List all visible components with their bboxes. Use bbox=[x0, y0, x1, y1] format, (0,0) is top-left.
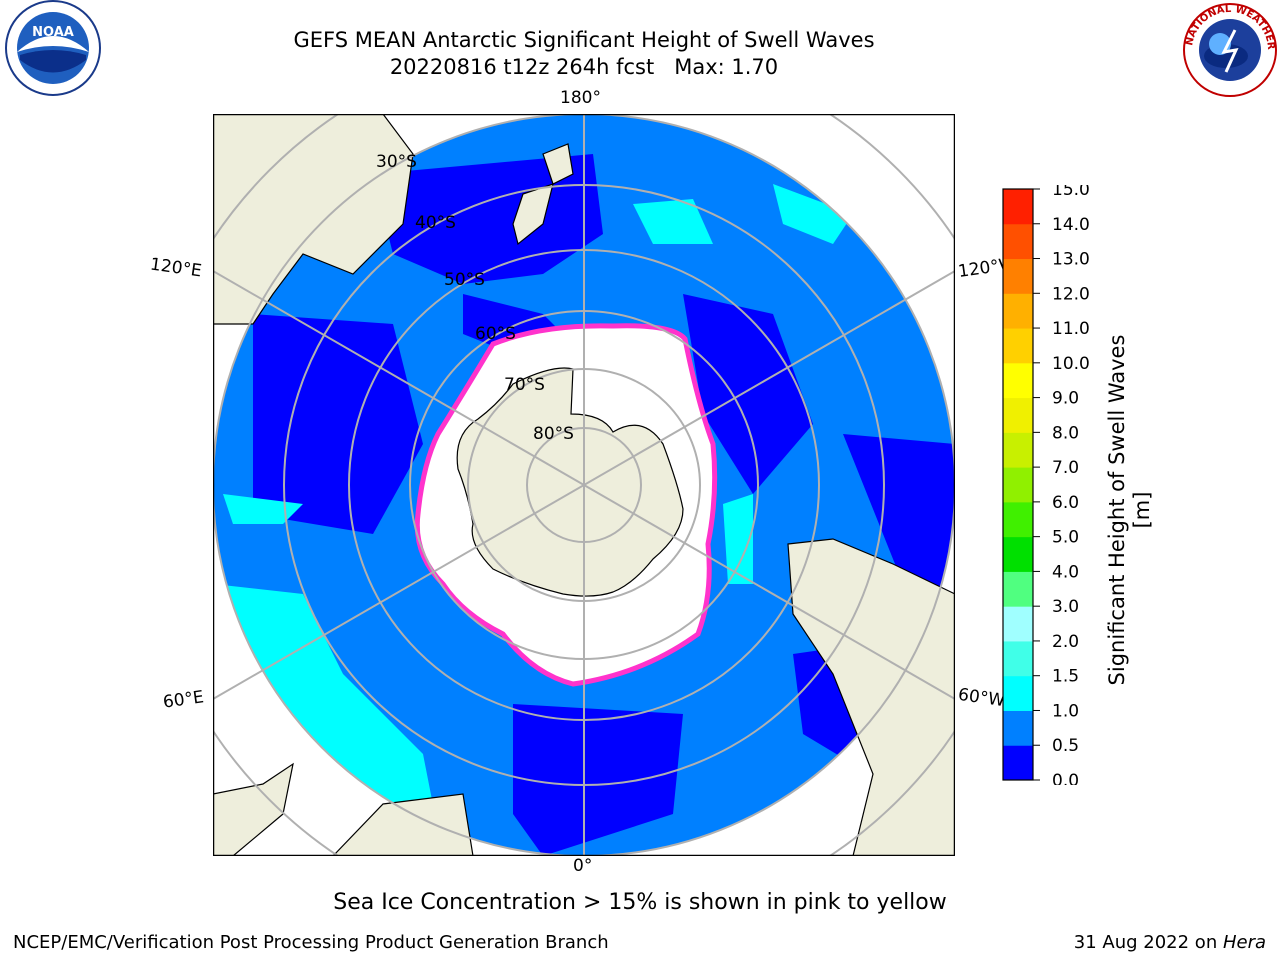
chart-title-line2: 20220816 t12z 264h fcst Max: 1.70 bbox=[389, 55, 779, 79]
credit-date-text: 31 Aug 2022 on bbox=[1073, 932, 1223, 953]
colorbar-tick-label: 15.0 bbox=[1052, 185, 1090, 200]
continents bbox=[213, 114, 955, 856]
colorbar-block bbox=[1003, 258, 1033, 294]
colorbar-tick-label: 13.0 bbox=[1052, 250, 1090, 270]
ocean-low-regions bbox=[253, 154, 955, 856]
colorbar-frame bbox=[1002, 188, 1034, 781]
sea-ice-footnote: Sea Ice Concentration > 15% is shown in … bbox=[333, 890, 947, 915]
credit-date: 31 Aug 2022 on Hera bbox=[1074, 932, 1266, 953]
colorbar-tick-label: 12.0 bbox=[1052, 284, 1090, 304]
colorbar-tick-label: 0.5 bbox=[1052, 736, 1079, 756]
colorbar-tick-label: 8.0 bbox=[1052, 423, 1079, 443]
colorbar-block bbox=[1003, 362, 1033, 399]
colorbar-tick-label: 2.0 bbox=[1052, 632, 1079, 652]
colorbar-title: Significant Height of Swell Waves [m] bbox=[1105, 334, 1154, 686]
colorbar-tick-label: 10.0 bbox=[1052, 354, 1090, 374]
antarctica-land bbox=[456, 367, 684, 597]
colorbar-tick-label: 9.0 bbox=[1052, 389, 1079, 409]
map-frame bbox=[213, 114, 955, 856]
lat-label-60s: 60°S bbox=[475, 324, 516, 344]
lon-label-60e: 60°E bbox=[161, 687, 206, 713]
lat-label-50s: 50°S bbox=[444, 270, 485, 290]
colorbar-block bbox=[1003, 223, 1033, 260]
colorbar-block bbox=[1003, 397, 1033, 433]
colorbar-block bbox=[1003, 501, 1033, 538]
colorbar-tick-label: 7.0 bbox=[1052, 458, 1079, 478]
credit-host: Hera bbox=[1222, 932, 1266, 953]
polar-map bbox=[213, 114, 955, 856]
lat-label-40s: 40°S bbox=[415, 213, 456, 233]
lat-label-30s: 30°S bbox=[376, 152, 417, 172]
colorbar-block bbox=[1003, 745, 1033, 781]
lon-label-120e: 120°E bbox=[148, 254, 203, 282]
noaa-logo-text: NOAA bbox=[32, 25, 74, 40]
colorbar-block bbox=[1003, 640, 1033, 677]
colorbar-tick-label: 0.0 bbox=[1052, 771, 1079, 785]
colorbar-block bbox=[1003, 432, 1033, 468]
colorbar-block bbox=[1003, 293, 1033, 329]
lat-label-80s: 80°S bbox=[533, 424, 574, 444]
colorbar-block bbox=[1003, 467, 1033, 503]
colorbar-block bbox=[1003, 606, 1033, 642]
colorbar-tick-label: 11.0 bbox=[1052, 319, 1090, 339]
lon-label-0: 0° bbox=[573, 856, 593, 876]
colorbar: 0.0 0.5 1.0 1.5 2.0 3.0 4.0 5.0 6.0 7.0 8.0 9.0 10.0… bbox=[1002, 185, 1090, 785]
lon-label-60w: 60°W bbox=[956, 684, 1007, 712]
lat-label-70s: 70°S bbox=[504, 375, 545, 395]
colorbar-tick-label: 1.5 bbox=[1052, 667, 1079, 687]
colorbar-tick-label: 4.0 bbox=[1052, 562, 1079, 582]
chart-title-line1: GEFS MEAN Antarctic Significant Height o… bbox=[293, 28, 875, 52]
colorbar-tick-label: 5.0 bbox=[1052, 528, 1079, 548]
lon-label-180: 180° bbox=[560, 88, 601, 108]
colorbar-tick-label: 14.0 bbox=[1052, 215, 1090, 235]
graticule bbox=[213, 114, 955, 856]
noaa-logo: NOAA bbox=[5, 0, 101, 96]
nws-logo: NATIONAL WEATHER SERVICE bbox=[1180, 0, 1277, 97]
colorbar-block bbox=[1003, 675, 1033, 711]
colorbar-tick-label: 3.0 bbox=[1052, 597, 1079, 617]
colorbar-block bbox=[1003, 571, 1033, 607]
colorbar-block bbox=[1003, 189, 1033, 225]
colorbar-block bbox=[1003, 536, 1033, 572]
colorbar-tick-label: 1.0 bbox=[1052, 701, 1079, 721]
colorbar-block bbox=[1003, 710, 1033, 746]
credit-branch: NCEP/EMC/Verification Post Processing Pr… bbox=[13, 932, 609, 953]
colorbar-tick-label: 6.0 bbox=[1052, 493, 1079, 513]
colorbar-block bbox=[1003, 328, 1033, 364]
